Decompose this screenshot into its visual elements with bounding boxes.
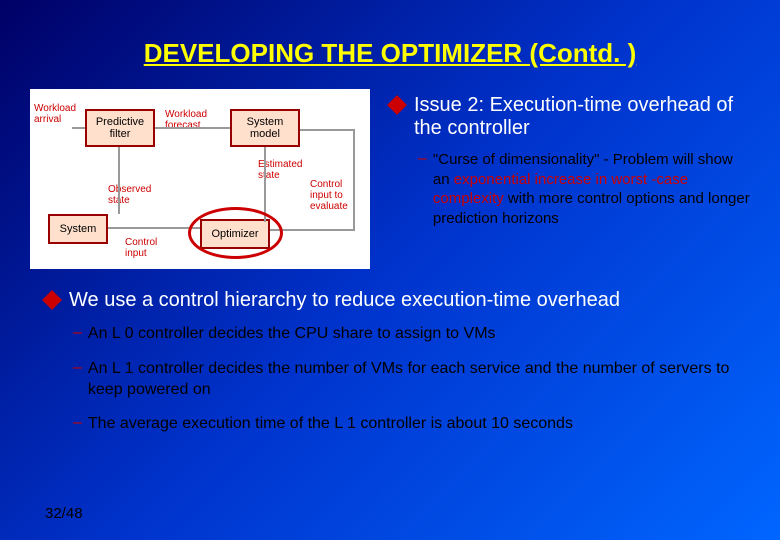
lower-sub-1-text: An L 0 controller decides the CPU share …	[88, 324, 496, 345]
diamond-bullet-icon	[387, 95, 407, 115]
box-system: System	[48, 214, 108, 244]
issue-sub-bullet: – "Curse of dimensionality" - Problem wi…	[418, 150, 750, 228]
label-control-input: Control input	[125, 237, 157, 259]
lower-main-bullet: We use a control hierarchy to reduce exe…	[45, 289, 735, 312]
arrow	[72, 127, 85, 129]
page-number: 32/48	[45, 505, 83, 522]
box-predictive-filter: Predictive filter	[85, 109, 155, 147]
lower-sub-3: – The average execution time of the L 1 …	[73, 414, 735, 435]
dash-icon: –	[73, 359, 82, 377]
lower-sub-2-text: An L 1 controller decides the number of …	[88, 359, 735, 401]
issue-bullet: Issue 2: Execution-time overhead of the …	[390, 94, 750, 140]
arrow	[353, 129, 355, 229]
content-row: Workload arrival Observed state Control …	[0, 89, 780, 269]
dash-icon: –	[418, 150, 427, 168]
lower-sub-2: – An L 1 controller decides the number o…	[73, 359, 735, 401]
arrow	[264, 147, 266, 222]
arrow	[108, 227, 200, 229]
diamond-bullet-icon	[42, 290, 62, 310]
issue-heading: Issue 2: Execution-time overhead of the …	[414, 94, 750, 140]
lower-section: We use a control hierarchy to reduce exe…	[0, 269, 780, 435]
box-system-model: System model	[230, 109, 300, 147]
arrow	[300, 129, 355, 131]
lower-sub-3-text: The average execution time of the L 1 co…	[88, 414, 573, 435]
arrow	[155, 127, 230, 129]
right-column: Issue 2: Execution-time overhead of the …	[390, 89, 750, 269]
lower-sub-1: – An L 0 controller decides the CPU shar…	[73, 324, 735, 345]
dash-icon: –	[73, 324, 82, 342]
issue-sub-text: "Curse of dimensionality" - Problem will…	[433, 150, 750, 228]
diagram: Workload arrival Observed state Control …	[30, 89, 370, 269]
label-control-input-eval: Control input to evaluate	[310, 179, 348, 212]
slide-title: DEVELOPING THE OPTIMIZER (Contd. )	[0, 0, 780, 89]
arrow	[118, 147, 120, 214]
optimizer-highlight-circle	[188, 207, 283, 259]
dash-icon: –	[73, 414, 82, 432]
lower-main-text: We use a control hierarchy to reduce exe…	[69, 289, 620, 312]
label-observed-state: Observed state	[108, 184, 151, 206]
label-workload-arrival: Workload arrival	[34, 103, 76, 125]
